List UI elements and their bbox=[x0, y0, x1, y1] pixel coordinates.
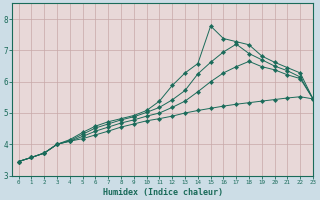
X-axis label: Humidex (Indice chaleur): Humidex (Indice chaleur) bbox=[103, 188, 223, 197]
